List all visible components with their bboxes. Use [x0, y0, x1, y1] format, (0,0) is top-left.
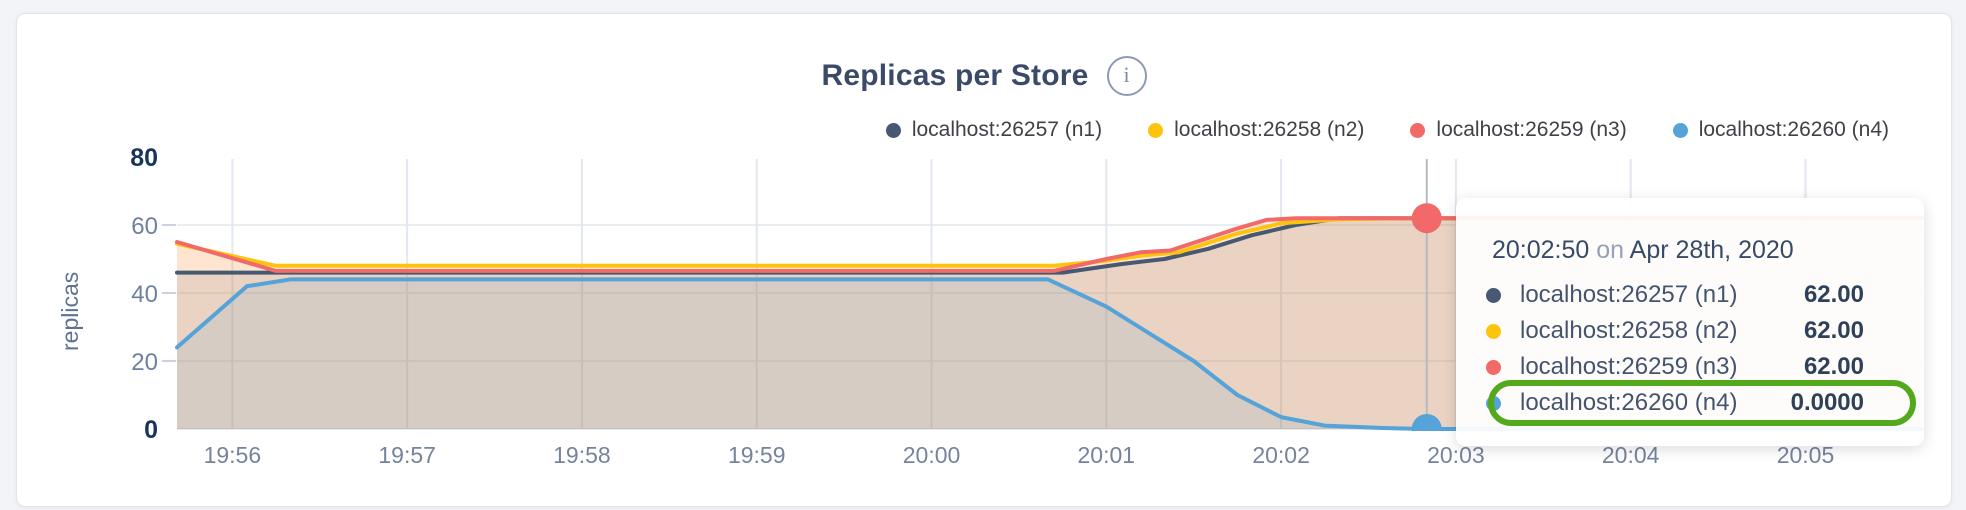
tooltip-series-value: 0.0000	[1790, 389, 1864, 416]
hover-point-marker	[1411, 203, 1442, 234]
legend-label: localhost:26260 (n4)	[1698, 118, 1889, 141]
x-tick-label: 20:05	[1777, 442, 1835, 468]
legend-label: localhost:26257 (n1)	[911, 118, 1103, 141]
chart-title: Replicas per Store	[821, 59, 1089, 92]
legend-dot-icon	[885, 122, 901, 138]
y-tick-label: 80	[130, 144, 158, 172]
x-tick-label: 19:58	[553, 442, 611, 468]
legend-item[interactable]: localhost:26259 (n3)	[1410, 118, 1627, 142]
x-tick-label: 20:00	[903, 442, 961, 468]
tooltip-series-value: 62.00	[1803, 281, 1864, 308]
tooltip-series-name: localhost:26259 (n3)	[1520, 353, 1738, 380]
tooltip-series-name: localhost:26258 (n2)	[1520, 317, 1738, 344]
legend-item[interactable]: localhost:26257 (n1)	[885, 118, 1103, 142]
replicas-per-store-chart-card: Replicas per Store i localhost:26257 (n1…	[16, 13, 1952, 507]
tooltip-rows: localhost:26257 (n1) 62.00 localhost:26258…	[1486, 277, 1916, 426]
legend-item[interactable]: localhost:26260 (n4)	[1672, 118, 1889, 142]
chart-header: Replicas per Store i	[17, 54, 1951, 98]
series-area	[177, 279, 1922, 429]
x-tick-label: 20:04	[1602, 442, 1660, 468]
tooltip-series-dot-icon	[1486, 395, 1501, 411]
legend-dot-icon	[1148, 122, 1164, 138]
legend-label: localhost:26258 (n2)	[1174, 118, 1365, 141]
tooltip-series-value: 62.00	[1803, 317, 1864, 344]
tooltip-series-dot-icon	[1486, 287, 1501, 303]
legend-dot-icon	[1410, 122, 1426, 138]
tooltip-series-row: localhost:26260 (n4) 0.0000	[1486, 380, 1916, 426]
y-tick-label: 20	[131, 349, 158, 376]
tooltip-series-name: localhost:26257 (n1)	[1520, 281, 1738, 308]
chart-legend: localhost:26257 (n1) localhost:26258 (n2)…	[885, 118, 1889, 142]
tooltip-series-dot-icon	[1486, 359, 1501, 375]
y-tick-label: 40	[131, 281, 158, 308]
x-tick-label: 20:03	[1427, 442, 1485, 468]
tooltip-on-word: on	[1596, 236, 1625, 264]
x-tick-label: 19:56	[204, 442, 262, 468]
legend-dot-icon	[1672, 122, 1688, 138]
legend-label: localhost:26259 (n3)	[1436, 118, 1627, 141]
y-tick-label: 60	[131, 213, 158, 240]
series-line	[175, 277, 1924, 431]
tooltip-series-name: localhost:26260 (n4)	[1520, 389, 1738, 416]
tooltip-date: Apr 28th, 2020	[1629, 236, 1794, 264]
info-icon[interactable]: i	[1106, 56, 1147, 96]
tooltip-series-row: localhost:26259 (n3) 62.00	[1486, 349, 1864, 385]
x-tick-label: 20:02	[1252, 442, 1310, 468]
y-axis-title: replicas	[57, 271, 83, 351]
x-tick-label: 19:59	[728, 442, 786, 468]
tooltip-series-value: 62.00	[1803, 353, 1864, 380]
hover-point-marker	[1411, 414, 1442, 431]
x-tick-label: 19:57	[378, 442, 436, 468]
tooltip-series-row: localhost:26258 (n2) 62.00	[1486, 313, 1864, 349]
chart-tooltip: 20:02:50 on Apr 28th, 2020 localhost:262…	[1456, 198, 1924, 446]
y-tick-label: 0	[144, 416, 158, 444]
x-tick-label: 20:01	[1078, 442, 1136, 468]
tooltip-time: 20:02:50	[1492, 236, 1590, 264]
legend-item[interactable]: localhost:26258 (n2)	[1148, 118, 1364, 142]
tooltip-timestamp: 20:02:50 on Apr 28th, 2020	[1492, 236, 1924, 265]
series-line	[175, 216, 1924, 273]
tooltip-series-row: localhost:26257 (n1) 62.00	[1486, 277, 1864, 313]
tooltip-series-dot-icon	[1486, 323, 1501, 339]
